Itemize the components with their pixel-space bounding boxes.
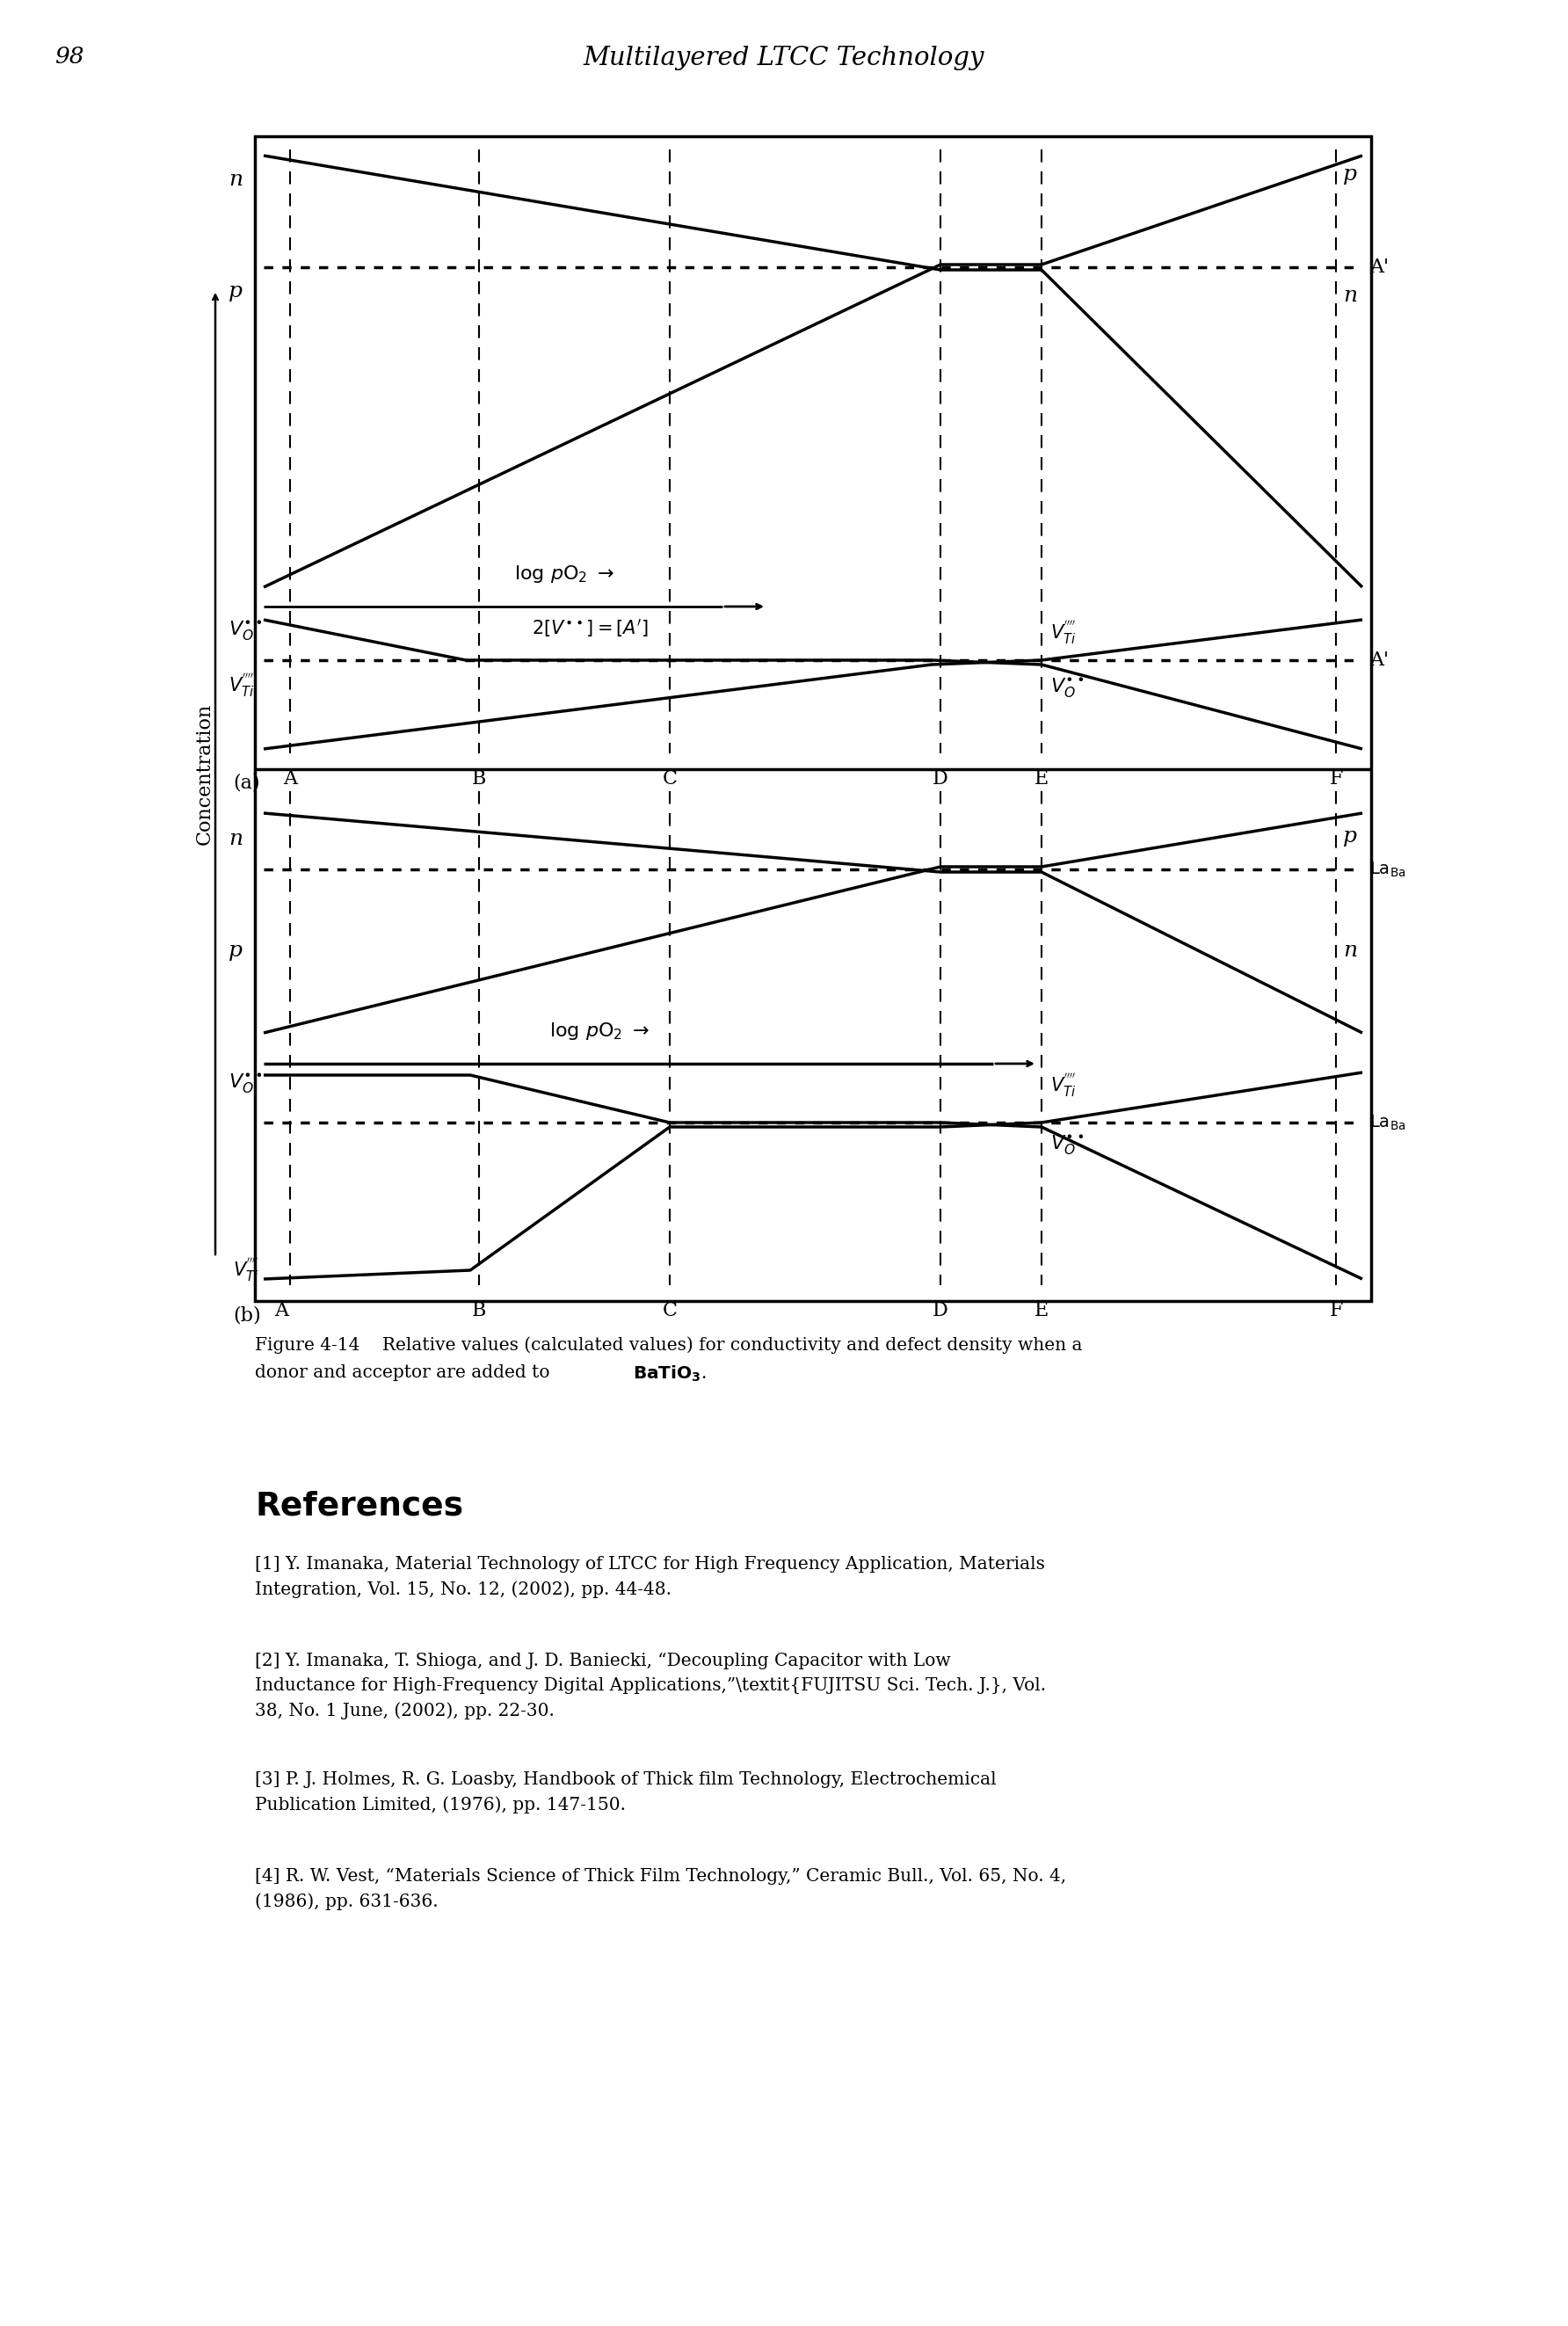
Text: donor and acceptor are added to: donor and acceptor are added to [256,1365,555,1382]
Text: $\mathrm{La_{Ba}}$: $\mathrm{La_{Ba}}$ [1369,1114,1406,1133]
Text: $V_{Ti}^{''''}$: $V_{Ti}^{''''}$ [1051,619,1076,647]
Text: [2] Y. Imanaka, T. Shioga, and J. D. Baniecki, “Decoupling Capacitor with Low
In: [2] Y. Imanaka, T. Shioga, and J. D. Ban… [256,1654,1046,1719]
Text: $V_O^{\bullet\bullet}$: $V_O^{\bullet\bullet}$ [1051,677,1085,700]
Text: A: A [274,1300,289,1321]
Text: D: D [933,1300,949,1321]
Text: $V_O^{\bullet\bullet}$: $V_O^{\bullet\bullet}$ [229,1072,262,1096]
Text: Figure 4-14    Relative values (calculated values) for conductivity and defect d: Figure 4-14 Relative values (calculated … [256,1335,1082,1354]
Text: $\log\,p\mathrm{O_2}$ $\rightarrow$: $\log\,p\mathrm{O_2}$ $\rightarrow$ [549,1021,649,1042]
Text: E: E [1035,1300,1049,1321]
Text: p: p [1344,826,1356,847]
Text: n: n [229,170,243,191]
Text: D: D [933,770,949,789]
Text: p: p [229,940,243,961]
Text: [4] R. W. Vest, “Materials Science of Thick Film Technology,” Ceramic Bull., Vol: [4] R. W. Vest, “Materials Science of Th… [256,1868,1066,1910]
Text: C: C [662,1300,677,1321]
Text: F: F [1330,770,1342,789]
Text: E: E [1035,770,1049,789]
Text: 98: 98 [55,47,85,67]
Text: A': A' [1369,258,1389,277]
Text: $V_O^{\bullet\bullet}$: $V_O^{\bullet\bullet}$ [1051,1135,1085,1156]
Text: $\mathrm{La_{Ba}}$: $\mathrm{La_{Ba}}$ [1369,861,1406,879]
Text: $V_{Ti}^{''''}$: $V_{Ti}^{''''}$ [1051,1072,1076,1098]
Bar [256,137,1370,1300]
Text: $\log\,p\mathrm{O_2}$ $\rightarrow$: $\log\,p\mathrm{O_2}$ $\rightarrow$ [514,563,615,584]
Text: p: p [229,281,243,302]
Text: B: B [472,1300,486,1321]
Text: C: C [662,770,677,789]
Text: A: A [282,770,296,789]
Text: F: F [1330,1300,1342,1321]
Text: References: References [256,1491,463,1521]
Text: B: B [472,770,486,789]
Text: $\mathbf{BaTiO_3}$.: $\mathbf{BaTiO_3}$. [633,1365,707,1384]
Text: (a): (a) [234,775,260,793]
Text: (b): (b) [234,1305,260,1326]
Text: Multilayered LTCC Technology: Multilayered LTCC Technology [583,47,985,70]
Text: p: p [1344,165,1356,184]
Text: Concentration: Concentration [194,702,215,844]
Text: $2[V^{\bullet\bullet}]=[A']$: $2[V^{\bullet\bullet}]=[A']$ [532,616,648,640]
Text: n: n [1344,940,1358,961]
Text: A': A' [1369,651,1389,670]
Text: n: n [1344,286,1358,307]
Text: n: n [229,828,243,849]
Text: [1] Y. Imanaka, Material Technology of LTCC for High Frequency Application, Mate: [1] Y. Imanaka, Material Technology of L… [256,1556,1044,1598]
Text: [3] P. J. Holmes, R. G. Loasby, Handbook of Thick film Technology, Electrochemic: [3] P. J. Holmes, R. G. Loasby, Handbook… [256,1772,996,1814]
Text: $V_{Ti}^{''''}$: $V_{Ti}^{''''}$ [229,672,254,700]
Text: $V_O^{\bullet\bullet}$: $V_O^{\bullet\bullet}$ [229,619,262,642]
Text: $V_{Ti}^{''''}$: $V_{Ti}^{''''}$ [234,1256,259,1284]
